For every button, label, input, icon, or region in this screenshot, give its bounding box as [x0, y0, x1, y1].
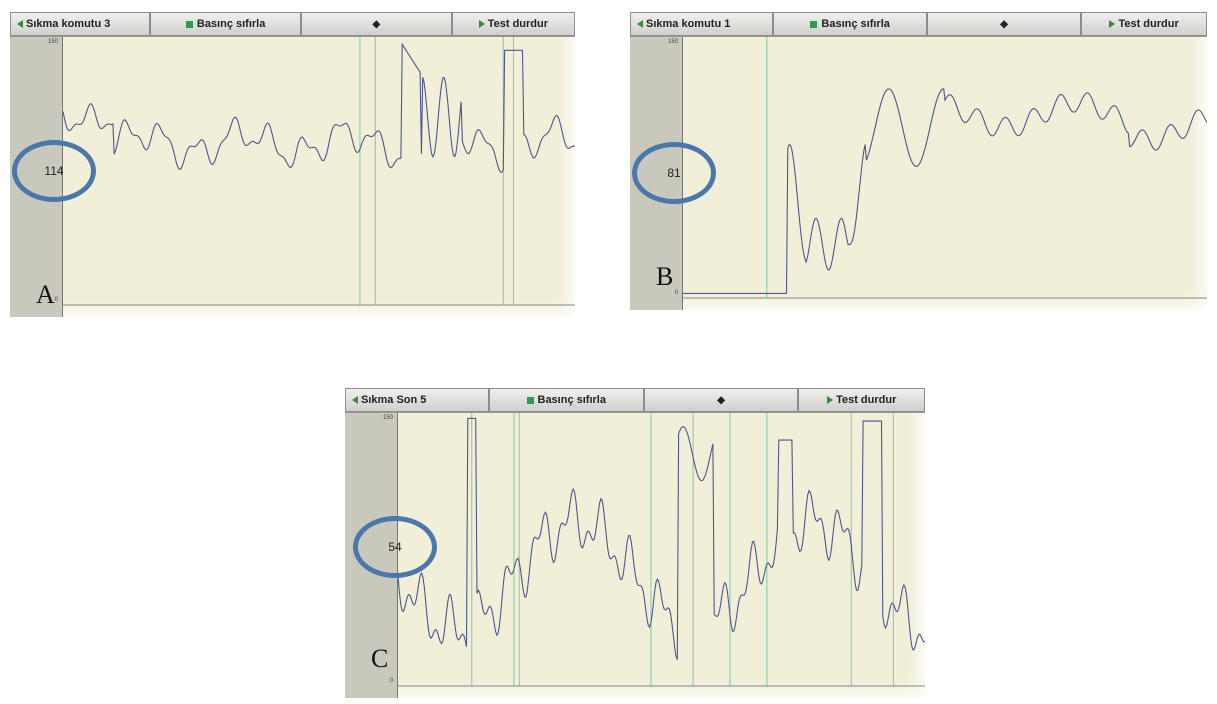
- panel-letter: B: [656, 262, 673, 292]
- reading-value: 54: [388, 540, 401, 554]
- arrow-right-icon: [1109, 20, 1115, 28]
- trace-plot: [398, 413, 925, 698]
- pressure-trace: [398, 418, 925, 659]
- toolbar: Sıkma komutu 3 Basınç sıfırla ◆ Test durdur: [10, 12, 575, 37]
- arrow-right-icon: [827, 396, 833, 404]
- screen-panel: Sıkma komutu 1 Basınç sıfırla ◆ Test durdur…: [630, 12, 1207, 310]
- arrow-right-icon: [479, 20, 485, 28]
- button[interactable]: Test durdur: [1081, 12, 1207, 36]
- plot-area: [398, 413, 925, 698]
- reading-value: 81: [667, 166, 680, 180]
- y-max-label: 150: [383, 415, 393, 421]
- toolbar: Sıkma komutu 1 Basınç sıfırla ◆ Test durdur: [630, 12, 1207, 37]
- button-label: Sıkma komutu 1: [646, 18, 730, 30]
- button-label: Sıkma Son 5: [361, 394, 426, 406]
- button[interactable]: ◆: [301, 12, 452, 36]
- panel-letter: C: [371, 644, 388, 674]
- button[interactable]: Sıkma Son 5: [345, 388, 489, 412]
- plot-area: [63, 37, 575, 317]
- button-label: Sıkma komutu 3: [26, 18, 110, 30]
- screen-panel: Sıkma komutu 3 Basınç sıfırla ◆ Test durdur…: [10, 12, 575, 317]
- button-label: Test durdur: [488, 18, 548, 30]
- reading-circle: 114: [12, 140, 96, 202]
- button[interactable]: Basınç sıfırla: [489, 388, 644, 412]
- trace-plot: [683, 37, 1207, 310]
- reset-icon: [186, 21, 193, 28]
- y-min-label: 0: [55, 297, 58, 303]
- arrow-left-icon: [17, 20, 23, 28]
- button[interactable]: Test durdur: [798, 388, 925, 412]
- pressure-trace: [683, 89, 1207, 294]
- button[interactable]: Sıkma komutu 3: [10, 12, 150, 36]
- arrow-left-icon: [637, 20, 643, 28]
- panel-letter: A: [36, 280, 55, 310]
- toolbar: Sıkma Son 5 Basınç sıfırla ◆ Test durdur: [345, 388, 925, 413]
- y-max-label: 150: [48, 39, 58, 45]
- arrow-left-icon: [352, 396, 358, 404]
- button-label: Basınç sıfırla: [821, 18, 889, 30]
- trace-plot: [63, 37, 575, 317]
- button[interactable]: ◆: [927, 12, 1081, 36]
- plot-area: [683, 37, 1207, 310]
- reading-value: 114: [44, 164, 63, 178]
- figure: Sıkma komutu 3 Basınç sıfırla ◆ Test durdur…: [0, 0, 1217, 704]
- button-label: Basınç sıfırla: [538, 394, 606, 406]
- button-label: Basınç sıfırla: [197, 18, 265, 30]
- button[interactable]: Basınç sıfırla: [150, 12, 301, 36]
- reset-icon: [810, 21, 817, 28]
- pressure-trace: [63, 44, 575, 172]
- reading-circle: 81: [632, 142, 716, 204]
- y-max-label: 150: [668, 39, 678, 45]
- reading-circle: 54: [353, 516, 437, 578]
- button-label: Test durdur: [1118, 18, 1178, 30]
- screen-panel: Sıkma Son 5 Basınç sıfırla ◆ Test durdur 150…: [345, 388, 925, 698]
- button[interactable]: Sıkma komutu 1: [630, 12, 773, 36]
- reset-icon: [527, 397, 534, 404]
- button[interactable]: ◆: [644, 388, 799, 412]
- button-label: Test durdur: [836, 394, 896, 406]
- y-min-label: 0: [675, 290, 678, 296]
- y-min-label: 0: [390, 678, 393, 684]
- button[interactable]: Basınç sıfırla: [773, 12, 927, 36]
- button[interactable]: Test durdur: [452, 12, 575, 36]
